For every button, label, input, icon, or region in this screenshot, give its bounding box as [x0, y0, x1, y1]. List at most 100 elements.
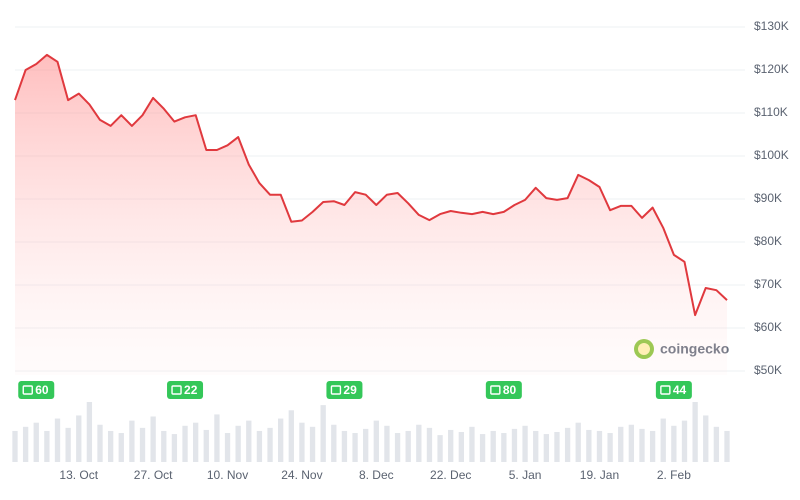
- news-count: 80: [503, 383, 517, 397]
- volume-bar: [426, 427, 433, 462]
- volume-bar: [586, 429, 592, 462]
- volume-bar: [448, 429, 454, 462]
- news-badge: 44: [655, 381, 692, 399]
- y-tick-label: $80K: [754, 234, 782, 248]
- volume-bar: [703, 415, 709, 462]
- volume-bar: [469, 426, 475, 462]
- y-tick-label: $70K: [754, 277, 782, 291]
- volume-bar: [458, 432, 464, 462]
- y-tick-label: $100K: [754, 148, 789, 162]
- y-tick-label: $110K: [754, 105, 788, 119]
- x-tick-label: 19. Jan: [580, 468, 619, 482]
- volume-bar: [543, 434, 549, 462]
- news-count: 22: [184, 383, 198, 397]
- volume-bar: [501, 433, 507, 462]
- volume-bar: [394, 433, 401, 462]
- volume-bar: [681, 420, 688, 462]
- volume-bar: [288, 410, 294, 462]
- x-tick-label: 2. Feb: [657, 468, 691, 482]
- volume-bar: [118, 433, 124, 462]
- volume-bar: [107, 430, 114, 462]
- volume-bar: [97, 424, 103, 462]
- volume-bar: [575, 422, 581, 462]
- news-icon: [660, 385, 671, 395]
- volume-bar: [150, 416, 156, 462]
- x-tick-label: 13. Oct: [59, 468, 98, 482]
- news-badge: 29: [326, 381, 363, 399]
- news-badge: 60: [18, 381, 55, 399]
- volume-bar: [193, 422, 199, 462]
- y-tick-label: $50K: [754, 363, 782, 377]
- volume-bar: [267, 427, 273, 462]
- news-icon: [22, 385, 33, 395]
- news-count: 29: [343, 383, 357, 397]
- news-badge: 22: [167, 381, 204, 399]
- volume-bar: [373, 420, 379, 462]
- volume-bar: [171, 434, 178, 462]
- volume-bar: [33, 422, 39, 462]
- volume-bar: [12, 430, 18, 462]
- y-tick-label: $90K: [754, 191, 782, 205]
- volume-bar: [44, 430, 50, 462]
- volume-bar: [649, 430, 656, 462]
- volume-bar: [692, 402, 698, 462]
- volume-bar: [713, 426, 720, 462]
- price-line: [14, 53, 728, 317]
- volume-bar: [639, 428, 645, 462]
- area-fill: [15, 54, 727, 376]
- volume-bar: [224, 433, 231, 462]
- volume-bar: [363, 428, 369, 462]
- volume-bar: [65, 427, 71, 462]
- volume-bar: [203, 429, 209, 462]
- news-icon: [330, 385, 342, 395]
- volume-bar: [139, 427, 146, 462]
- volume-bar: [129, 420, 135, 462]
- volume-bar: [628, 424, 635, 462]
- volume-bar: [341, 430, 348, 462]
- volume-bar: [607, 433, 613, 462]
- volume-bar: [352, 433, 358, 462]
- volume-bar: [299, 422, 305, 462]
- volume-bar: [76, 415, 82, 462]
- volume-bar: [564, 427, 571, 462]
- x-tick-label: 10. Nov: [207, 468, 248, 482]
- x-tick-label: 22. Dec: [430, 468, 471, 482]
- news-icon: [171, 385, 182, 395]
- volume-bar: [479, 434, 486, 462]
- volume-bar: [331, 424, 337, 462]
- volume-bar: [511, 428, 518, 462]
- x-tick-label: 27. Oct: [134, 468, 173, 482]
- x-tick-label: 8. Dec: [359, 468, 394, 482]
- volume-bar: [405, 430, 411, 462]
- y-tick-label: $130K: [754, 19, 789, 33]
- volume-bar: [596, 430, 603, 462]
- volume-bar: [278, 418, 284, 462]
- volume-bar: [214, 414, 220, 462]
- volume-bar: [533, 430, 539, 462]
- volume-bar: [256, 430, 263, 462]
- volume-bar: [54, 418, 61, 462]
- volume-bar: [618, 426, 624, 462]
- volume-bar: [22, 426, 29, 462]
- volume-bar: [384, 425, 390, 462]
- volume-bar: [490, 430, 496, 462]
- volume-bar: [724, 430, 730, 462]
- news-icon: [490, 385, 501, 395]
- volume-bar: [246, 420, 252, 462]
- volume-bar: [660, 418, 666, 462]
- volume-bar: [554, 432, 560, 462]
- volume-bar: [161, 430, 167, 462]
- y-tick-label: $120K: [754, 62, 789, 76]
- volume-bar: [309, 426, 316, 462]
- volume-bar: [86, 402, 93, 462]
- x-tick-label: 24. Nov: [281, 468, 322, 482]
- volume-bar: [320, 405, 326, 462]
- volume-bar: [235, 425, 241, 462]
- volume-bar: [671, 425, 677, 462]
- news-count: 60: [35, 383, 49, 397]
- volume-bar: [437, 435, 443, 462]
- news-count: 44: [673, 383, 687, 397]
- y-tick-label: $60K: [754, 320, 782, 334]
